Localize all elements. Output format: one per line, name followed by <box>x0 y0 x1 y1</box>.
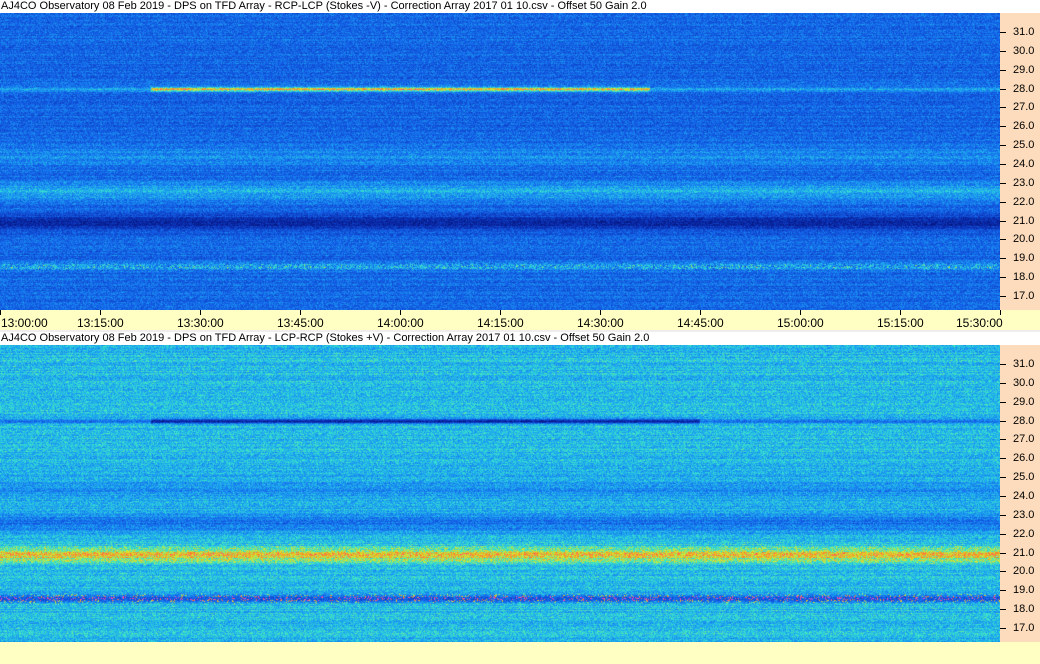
frequency-tick <box>1000 590 1006 592</box>
frequency-tick <box>1000 126 1006 128</box>
frequency-label: 17.0 <box>1013 622 1035 635</box>
frequency-tick <box>1000 88 1006 90</box>
frequency-label: 18.0 <box>1013 603 1035 616</box>
time-label: 14:45:00 <box>677 316 724 330</box>
frequency-tick <box>1000 182 1006 184</box>
frequency-tick <box>1000 533 1006 535</box>
frequency-tick <box>1000 514 1006 516</box>
time-tick <box>600 310 601 315</box>
time-tick <box>0 310 1 315</box>
frequency-tick <box>1000 439 1006 441</box>
time-axis-top: 13:00:00 13:15:00 13:30:00 13:45:00 14:00:00… <box>0 310 1040 330</box>
time-tick <box>500 310 501 315</box>
frequency-tick <box>1000 382 1006 384</box>
frequency-label: 27.0 <box>1013 101 1035 114</box>
time-label: 14:30:00 <box>577 316 624 330</box>
time-label: 13:45:00 <box>277 316 324 330</box>
frequency-tick <box>1000 496 1006 498</box>
time-tick <box>400 310 401 315</box>
panel-1-title: AJ4CO Observatory 08 Feb 2019 - DPS on T… <box>0 0 1040 13</box>
frequency-label: 18.0 <box>1013 271 1035 284</box>
frequency-tick <box>1000 420 1006 422</box>
frequency-label: 26.0 <box>1013 452 1035 465</box>
time-tick <box>300 310 301 315</box>
frequency-tick <box>1000 477 1006 479</box>
frequency-label: 22.0 <box>1013 527 1035 540</box>
frequency-tick <box>1000 628 1006 630</box>
frequency-label: 24.0 <box>1013 158 1035 171</box>
frequency-tick <box>1000 401 1006 403</box>
frequency-tick <box>1000 364 1006 365</box>
frequency-tick <box>1000 277 1006 279</box>
frequency-tick <box>1000 50 1006 52</box>
time-label: 15:30:00 <box>956 316 1003 330</box>
frequency-tick <box>1000 609 1006 611</box>
frequency-label: 21.0 <box>1013 214 1035 227</box>
spectrogram-stokes-minus-v[interactable] <box>0 13 1000 311</box>
frequency-tick <box>1000 69 1006 71</box>
time-label: 15:00:00 <box>777 316 824 330</box>
frequency-label: 20.0 <box>1013 565 1035 578</box>
frequency-tick <box>1000 220 1006 222</box>
time-tick <box>100 310 101 315</box>
frequency-label: 27.0 <box>1013 433 1035 446</box>
frequency-tick <box>1000 458 1006 460</box>
frequency-tick <box>1000 296 1006 298</box>
frequency-axis-top: 31.0 30.0 29.0 28.0 27.0 26.0 25.0 24.0 23.0 22.0… <box>1000 13 1040 310</box>
frequency-tick <box>1000 239 1006 241</box>
frequency-label: 29.0 <box>1013 395 1035 408</box>
frequency-tick <box>1000 258 1006 260</box>
frequency-label: 30.0 <box>1013 376 1035 389</box>
frequency-tick <box>1000 201 1006 203</box>
frequency-tick <box>1000 552 1006 554</box>
frequency-label: 21.0 <box>1013 546 1035 559</box>
time-label: 13:15:00 <box>77 316 124 330</box>
frequency-label: 31.0 <box>1013 26 1035 38</box>
frequency-label: 23.0 <box>1013 508 1035 521</box>
frequency-tick <box>1000 164 1006 166</box>
frequency-label: 25.0 <box>1013 139 1035 152</box>
frequency-label: 28.0 <box>1013 414 1035 427</box>
frequency-label: 24.0 <box>1013 490 1035 503</box>
time-label: 14:00:00 <box>377 316 424 330</box>
frequency-label: 19.0 <box>1013 252 1035 265</box>
panel-2-title: AJ4CO Observatory 08 Feb 2019 - DPS on T… <box>0 332 1040 345</box>
time-label: 14:15:00 <box>477 316 524 330</box>
frequency-label: 20.0 <box>1013 233 1035 246</box>
time-label: 13:30:00 <box>177 316 224 330</box>
frequency-tick <box>1000 145 1006 147</box>
frequency-label: 22.0 <box>1013 195 1035 208</box>
frequency-tick <box>1000 107 1006 109</box>
time-tick <box>1000 310 1001 315</box>
frequency-tick <box>1000 32 1006 33</box>
spectrogram-stokes-plus-v[interactable] <box>0 345 1000 642</box>
time-tick <box>200 310 201 315</box>
time-label: 15:15:00 <box>877 316 924 330</box>
time-tick <box>800 310 801 315</box>
frequency-label: 29.0 <box>1013 63 1035 76</box>
frequency-axis-bottom: 31.0 30.0 29.0 28.0 27.0 26.0 25.0 24.0 23.0 22.0… <box>1000 345 1040 642</box>
time-tick <box>900 310 901 315</box>
frequency-label: 31.0 <box>1013 358 1035 370</box>
time-axis-bottom <box>0 642 1040 664</box>
divider <box>0 330 1040 332</box>
frequency-label: 30.0 <box>1013 44 1035 57</box>
frequency-label: 19.0 <box>1013 584 1035 597</box>
frequency-label: 23.0 <box>1013 176 1035 189</box>
frequency-label: 17.0 <box>1013 290 1035 303</box>
frequency-label: 28.0 <box>1013 82 1035 95</box>
time-tick <box>700 310 701 315</box>
time-label: 13:00:00 <box>1 316 48 330</box>
frequency-label: 25.0 <box>1013 471 1035 484</box>
frequency-tick <box>1000 571 1006 573</box>
frequency-label: 26.0 <box>1013 120 1035 133</box>
